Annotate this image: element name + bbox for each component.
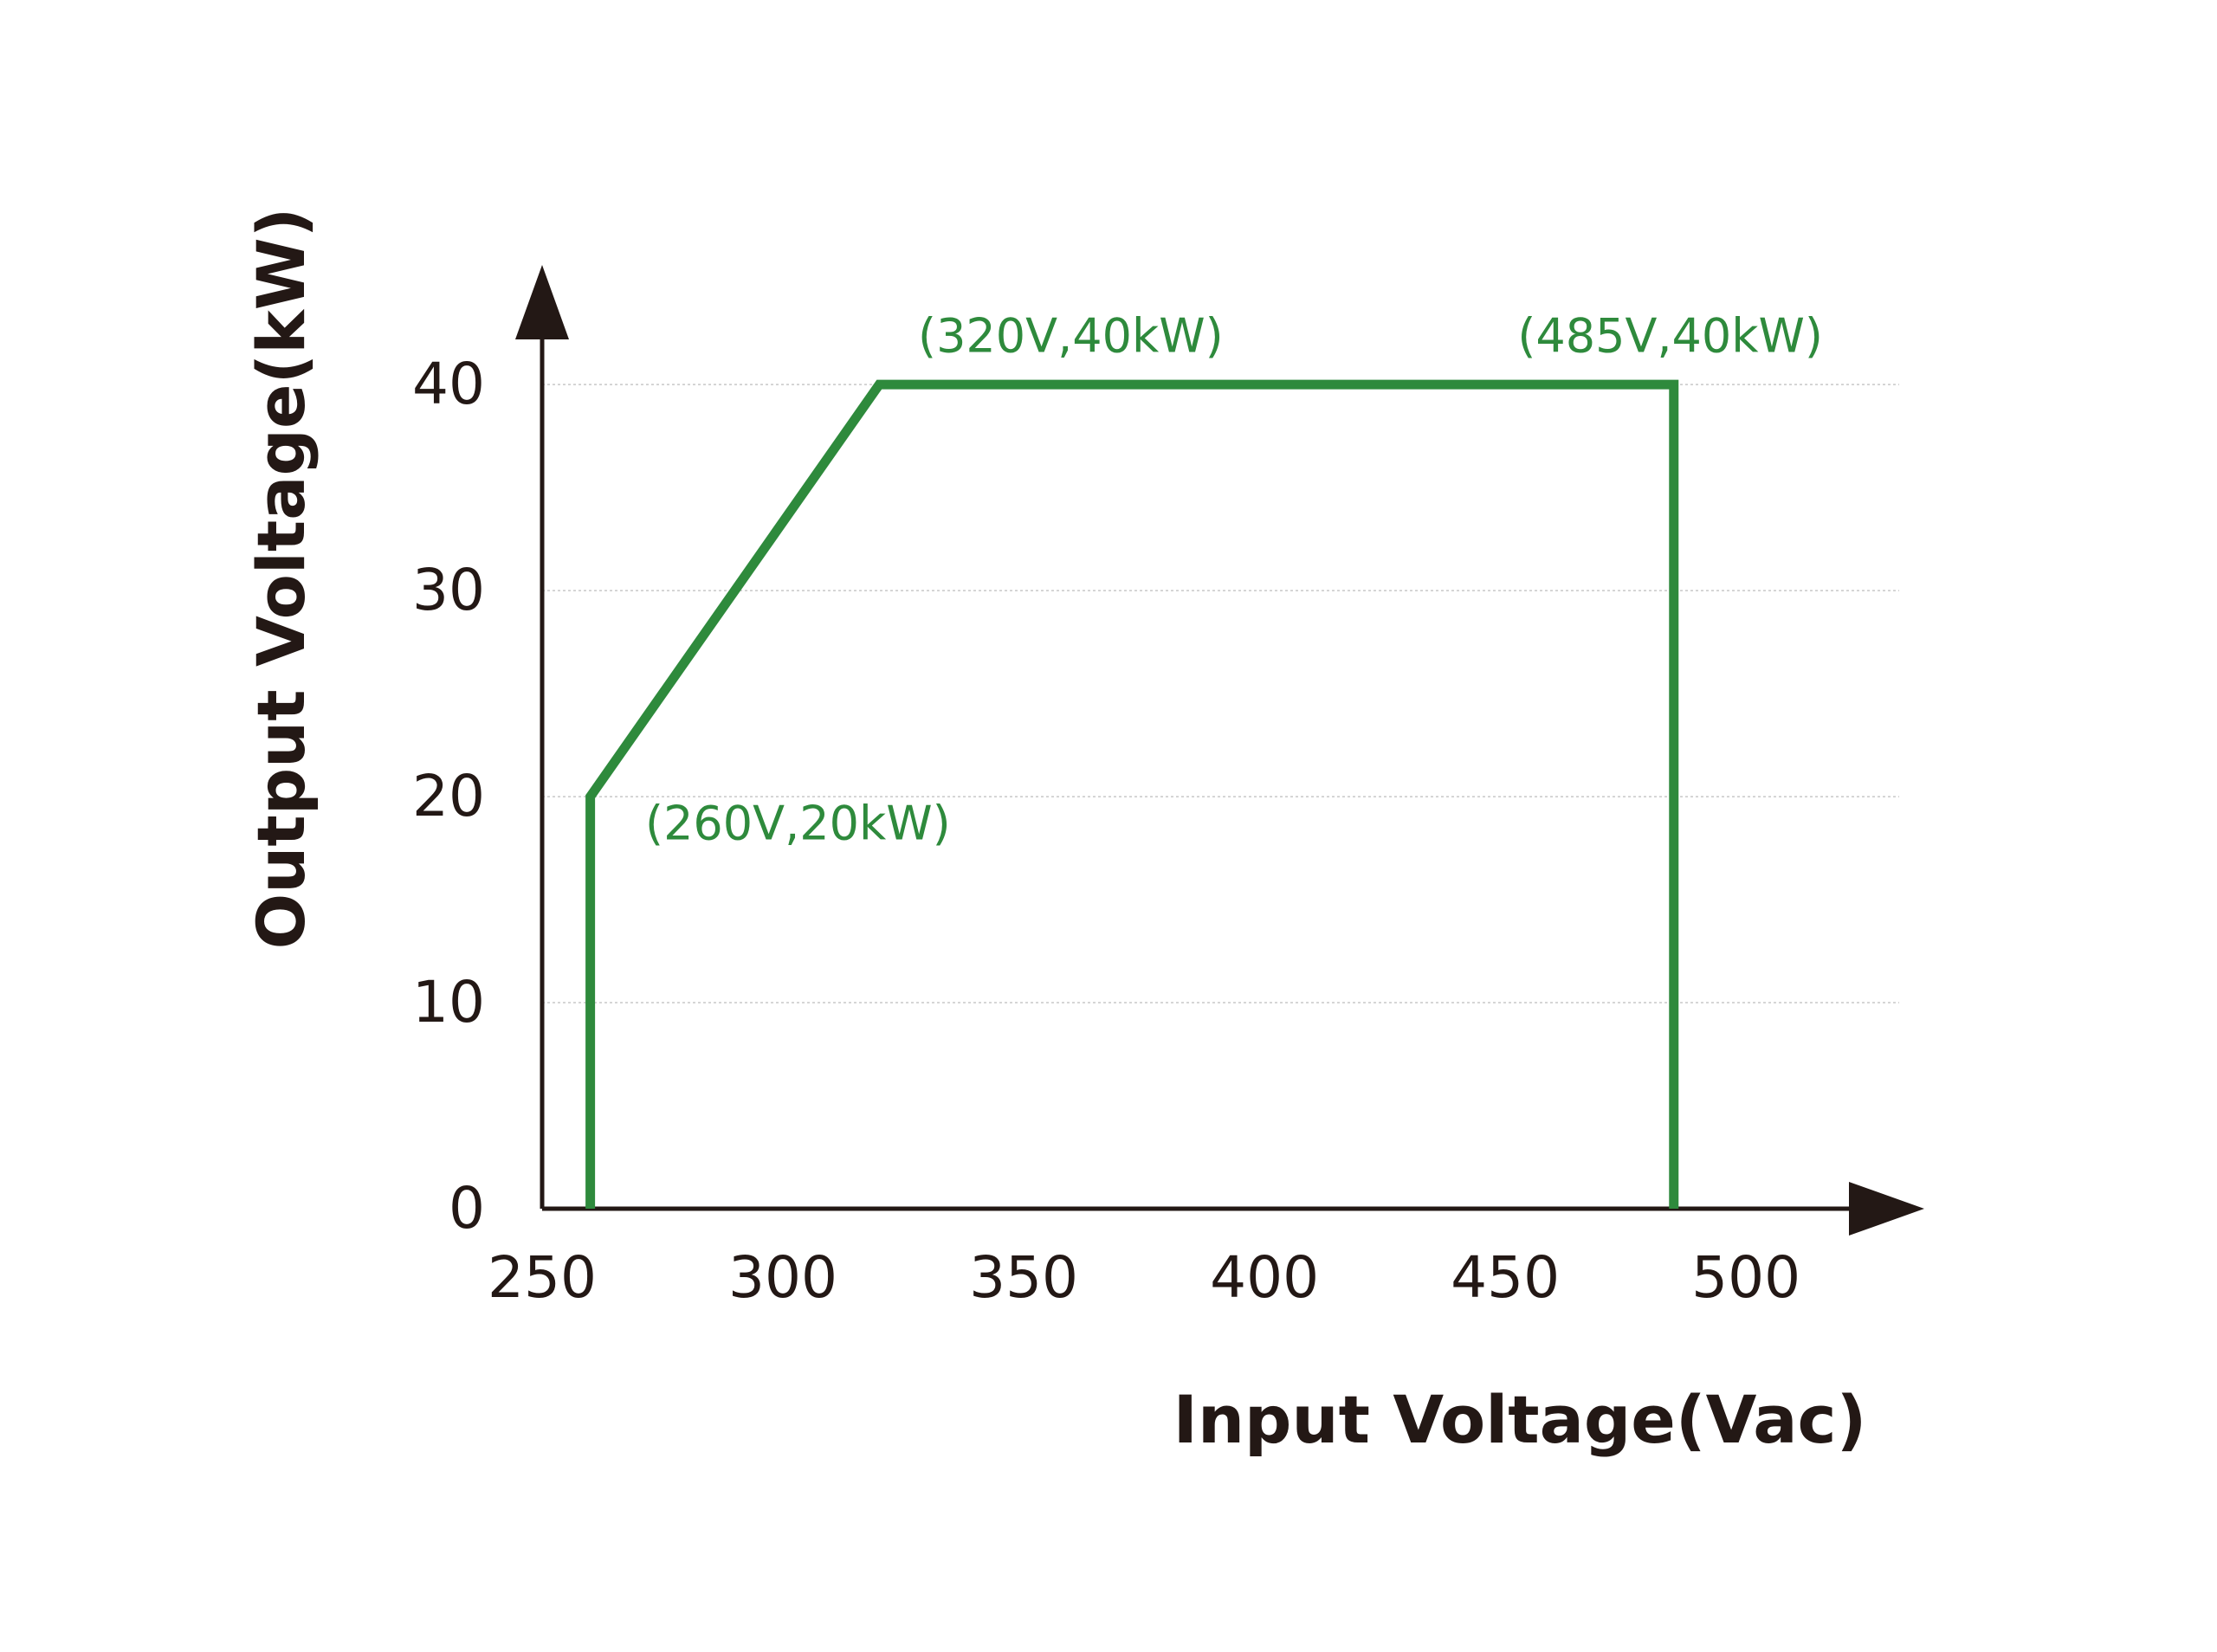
annotation: (260V,20kW) (645, 797, 951, 851)
y-axis-title: Output Voltage(kW) (242, 208, 320, 950)
y-axis-arrow (515, 265, 569, 339)
x-axis-arrow (1849, 1182, 1924, 1236)
y-tick-label: 40 (412, 351, 485, 417)
x-tick-label: 350 (969, 1244, 1078, 1311)
annotation: (485V,40kW) (1517, 309, 1823, 364)
x-tick-label: 300 (728, 1244, 837, 1311)
y-tick-label: 0 (449, 1175, 485, 1242)
annotation: (320V,40kW) (918, 309, 1224, 364)
y-tick-label: 30 (412, 557, 485, 623)
data-line (585, 379, 1679, 1209)
x-tick-label: 250 (488, 1244, 597, 1311)
x-tick-label: 450 (1451, 1244, 1560, 1311)
y-tick-label: 20 (412, 763, 485, 829)
x-tick-label: 400 (1210, 1244, 1319, 1311)
x-tick-label: 500 (1691, 1244, 1800, 1311)
x-axis-title: Input Voltage(Vac) (1173, 1381, 1867, 1458)
y-tick-label: 10 (412, 969, 485, 1036)
